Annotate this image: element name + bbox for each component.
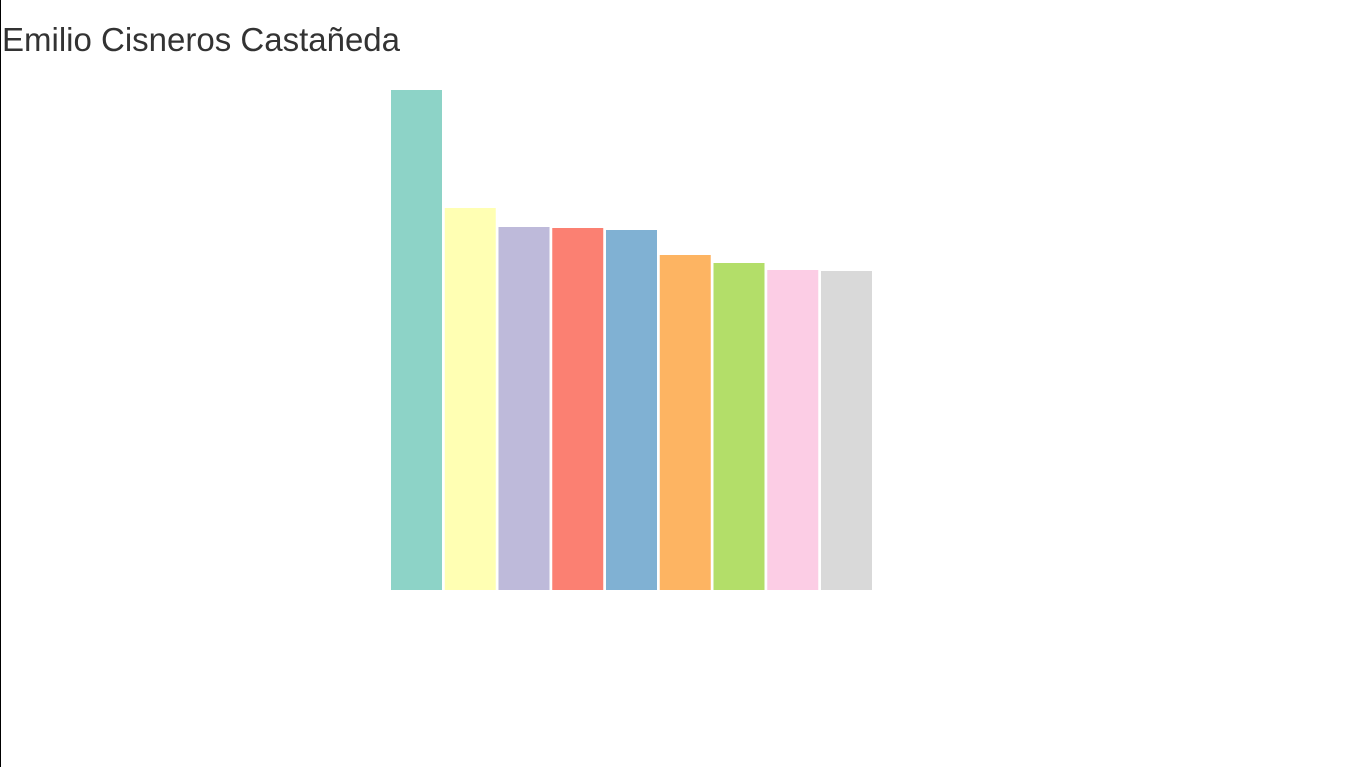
left-border-line (0, 0, 1, 767)
bar-1 (391, 90, 442, 590)
bar-7 (713, 263, 765, 590)
bar-4 (552, 228, 604, 590)
bar-8 (767, 270, 819, 590)
page-title: Emilio Cisneros Castañeda (2, 21, 401, 58)
bar-6 (659, 255, 711, 590)
bar-2 (444, 208, 496, 590)
bar-9 (821, 271, 872, 590)
bar-5 (606, 230, 657, 590)
bar-3 (498, 227, 550, 590)
